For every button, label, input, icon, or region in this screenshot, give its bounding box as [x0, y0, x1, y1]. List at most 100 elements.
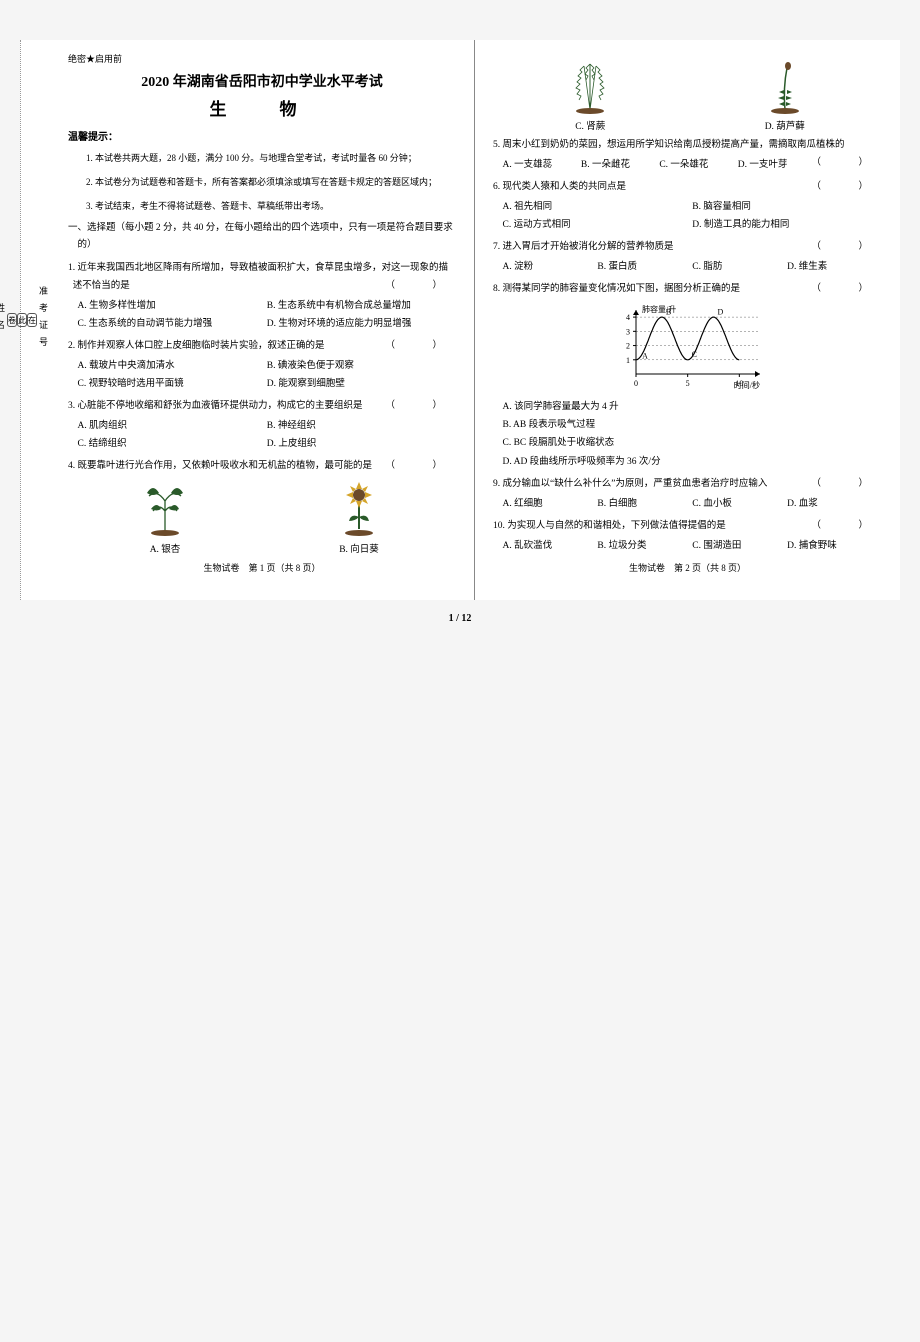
answer-blank: （ ）	[816, 280, 882, 298]
margin-char: 卷	[7, 313, 17, 327]
q3-C: C. 结缔组织	[78, 435, 267, 453]
q2-B: B. 碘液染色便于观察	[267, 357, 456, 375]
exam-title: 2020 年湖南省岳阳市初中学业水平考试	[68, 71, 456, 91]
q8-stem: 8. 测得某同学的肺容量变化情况如下图，据图分析正确的是（ ）	[493, 280, 882, 298]
q3-opts-row1: A. 肌肉组织 B. 神经组织	[68, 417, 456, 435]
answer-blank: （ ）	[816, 475, 882, 493]
secret-label: 绝密★启用前	[68, 52, 456, 65]
q8-D: D. AD 段曲线所示呼吸频率为 36 次/分	[493, 453, 882, 471]
q7-D: D. 维生素	[787, 258, 882, 276]
q9-opts: A. 红细胞 B. 白细胞 C. 血小板 D. 血浆	[493, 495, 882, 513]
lung-capacity-chart: 12340510ABCD肺容量/升时间/秒	[608, 302, 768, 392]
plant-moss: D. 葫芦藓	[759, 58, 811, 132]
q1-opts-row1: A. 生物多样性增加 B. 生态系统中有机物合成总量增加	[68, 297, 456, 315]
margin-char: 在	[27, 313, 37, 327]
answer-blank: （ ）	[390, 457, 456, 475]
q6-D: D. 制造工具的能力相同	[692, 216, 882, 234]
answer-blank: （ ）	[390, 397, 456, 415]
sunflower-icon	[333, 481, 385, 539]
q9-C: C. 血小板	[692, 495, 787, 513]
answer-blank: （ ）	[390, 277, 456, 295]
hint-1: 1. 本试卷共两大题，28 小题，满分 100 分。与地理合堂考试，考试时量各 …	[68, 149, 456, 169]
q6-B: B. 脑容量相同	[692, 198, 882, 216]
answer-blank: （ ）	[390, 337, 456, 355]
q9-D: D. 血浆	[787, 495, 882, 513]
svg-text:4: 4	[626, 313, 630, 322]
moss-icon	[759, 58, 811, 116]
q5-C: C. 一朵雄花	[659, 156, 737, 174]
margin-field-id: 准考证号	[37, 286, 50, 354]
q4-images: A. 银杏 B. 向日葵	[68, 481, 456, 555]
q2-A: A. 载玻片中央滴加清水	[78, 357, 267, 375]
q6-A: A. 祖先相同	[503, 198, 693, 216]
svg-text:2: 2	[626, 342, 630, 351]
q1-C: C. 生态系统的自动调节能力增强	[78, 315, 267, 333]
svg-text:0: 0	[634, 379, 638, 388]
svg-text:3: 3	[626, 328, 630, 337]
q5-stem: 5. 周末小红到奶奶的菜园，想运用所学知识给南瓜授粉提高产量，需摘取南瓜植株的（…	[493, 136, 882, 154]
svg-text:5: 5	[685, 379, 689, 388]
ginkgo-icon	[139, 481, 191, 539]
subject-title: 生 物	[68, 95, 456, 120]
q5-D: D. 一支叶芽	[738, 156, 816, 174]
plant-ginkgo: A. 银杏	[139, 481, 191, 555]
q5-A: A. 一支雄蕊	[503, 156, 581, 174]
svg-text:时间/秒: 时间/秒	[733, 380, 759, 390]
q9-B: B. 白细胞	[597, 495, 692, 513]
q4-images-2: C. 肾蕨 D. 葫芦藓	[493, 58, 882, 132]
q1-stem: 1. 近年来我国西北地区降雨有所增加，导致植被面积扩大，食草昆虫增多，对这一现象…	[68, 259, 456, 295]
q6-opts-row1: A. 祖先相同 B. 脑容量相同	[493, 198, 882, 216]
footer-right: 生物试卷 第 2 页（共 8 页）	[493, 561, 882, 574]
svg-text:1: 1	[626, 356, 630, 365]
q7-C: C. 脂肪	[692, 258, 787, 276]
q3-opts-row2: C. 结缔组织 D. 上皮组织	[68, 435, 456, 453]
q10-opts: A. 乱砍滥伐 B. 垃圾分类 C. 围湖造田 D. 捕食野味	[493, 537, 882, 555]
column-left: 绝密★启用前 2020 年湖南省岳阳市初中学业水平考试 生 物 温馨提示： 1.…	[50, 40, 475, 600]
q9-A: A. 红细胞	[503, 495, 598, 513]
q7-B: B. 蛋白质	[597, 258, 692, 276]
q6-stem: 6. 现代类人猿和人类的共同点是（ ）	[493, 178, 882, 196]
q1-D: D. 生物对环境的适应能力明显增强	[267, 315, 456, 333]
q5-B: B. 一朵雌花	[581, 156, 659, 174]
q10-D: D. 捕食野味	[787, 537, 882, 555]
q7-A: A. 淀粉	[503, 258, 598, 276]
q8-B: B. AB 段表示吸气过程	[493, 416, 882, 434]
svg-text:A: A	[642, 352, 648, 361]
column-right: C. 肾蕨 D. 葫芦藓 5. 周	[475, 40, 900, 600]
plant-label: C. 肾蕨	[575, 122, 605, 132]
q2-opts-row1: A. 载玻片中央滴加清水 B. 碘液染色便于观察	[68, 357, 456, 375]
q8-A: A. 该同学肺容量最大为 4 升	[493, 398, 882, 416]
q7-opts: A. 淀粉 B. 蛋白质 C. 脂肪 D. 维生素	[493, 258, 882, 276]
q2-D: D. 能观察到细胞壁	[267, 375, 456, 393]
q1-opts-row2: C. 生态系统的自动调节能力增强 D. 生物对环境的适应能力明显增强	[68, 315, 456, 333]
margin-char: 此	[17, 313, 27, 327]
q4-stem: 4. 既要靠叶进行光合作用，又依赖叶吸收水和无机盐的植物，最可能的是（ ）	[68, 457, 456, 475]
svg-text:D: D	[717, 308, 723, 317]
footer-left: 生物试卷 第 1 页（共 8 页）	[68, 561, 456, 574]
q9-stem: 9. 成分输血以“缺什么补什么”为原则，严重贫血患者治疗时应输入（ ）	[493, 475, 882, 493]
q6-opts-row2: C. 运动方式相同 D. 制造工具的能力相同	[493, 216, 882, 234]
q3-A: A. 肌肉组织	[78, 417, 267, 435]
hint-3: 3. 考试结束，考生不得将试题卷、答题卡、草稿纸带出考场。	[68, 197, 456, 217]
q10-C: C. 围湖造田	[692, 537, 787, 555]
plant-label: D. 葫芦藓	[765, 122, 805, 132]
answer-blank: （ ）	[816, 238, 882, 256]
q10-B: B. 垃圾分类	[597, 537, 692, 555]
hint-label: 温馨提示：	[68, 128, 456, 143]
answer-blank: （ ）	[816, 154, 882, 172]
binding-margin: 准考证号 在 此 卷 姓名 上 答 题 毕业学校 无 效 ✂	[20, 40, 50, 600]
margin-field-name: 姓名	[0, 303, 7, 337]
q10-A: A. 乱砍滥伐	[503, 537, 598, 555]
q6-C: C. 运动方式相同	[503, 216, 693, 234]
svg-text:C: C	[691, 350, 696, 359]
q7-stem: 7. 进入胃后才开始被消化分解的营养物质是（ ）	[493, 238, 882, 256]
q2-C: C. 视野较暗时选用平面镜	[78, 375, 267, 393]
q2-opts-row2: C. 视野较暗时选用平面镜 D. 能观察到细胞壁	[68, 375, 456, 393]
plant-fern: C. 肾蕨	[564, 58, 616, 132]
q1-B: B. 生态系统中有机物合成总量增加	[267, 297, 456, 315]
plant-label: B. 向日葵	[339, 545, 379, 555]
q3-B: B. 神经组织	[267, 417, 456, 435]
hint-2: 2. 本试卷分为试题卷和答题卡，所有答案都必须填涂或填写在答题卡规定的答题区域内…	[68, 173, 456, 193]
q3-D: D. 上皮组织	[267, 435, 456, 453]
content-area: 绝密★启用前 2020 年湖南省岳阳市初中学业水平考试 生 物 温馨提示： 1.…	[50, 40, 900, 600]
